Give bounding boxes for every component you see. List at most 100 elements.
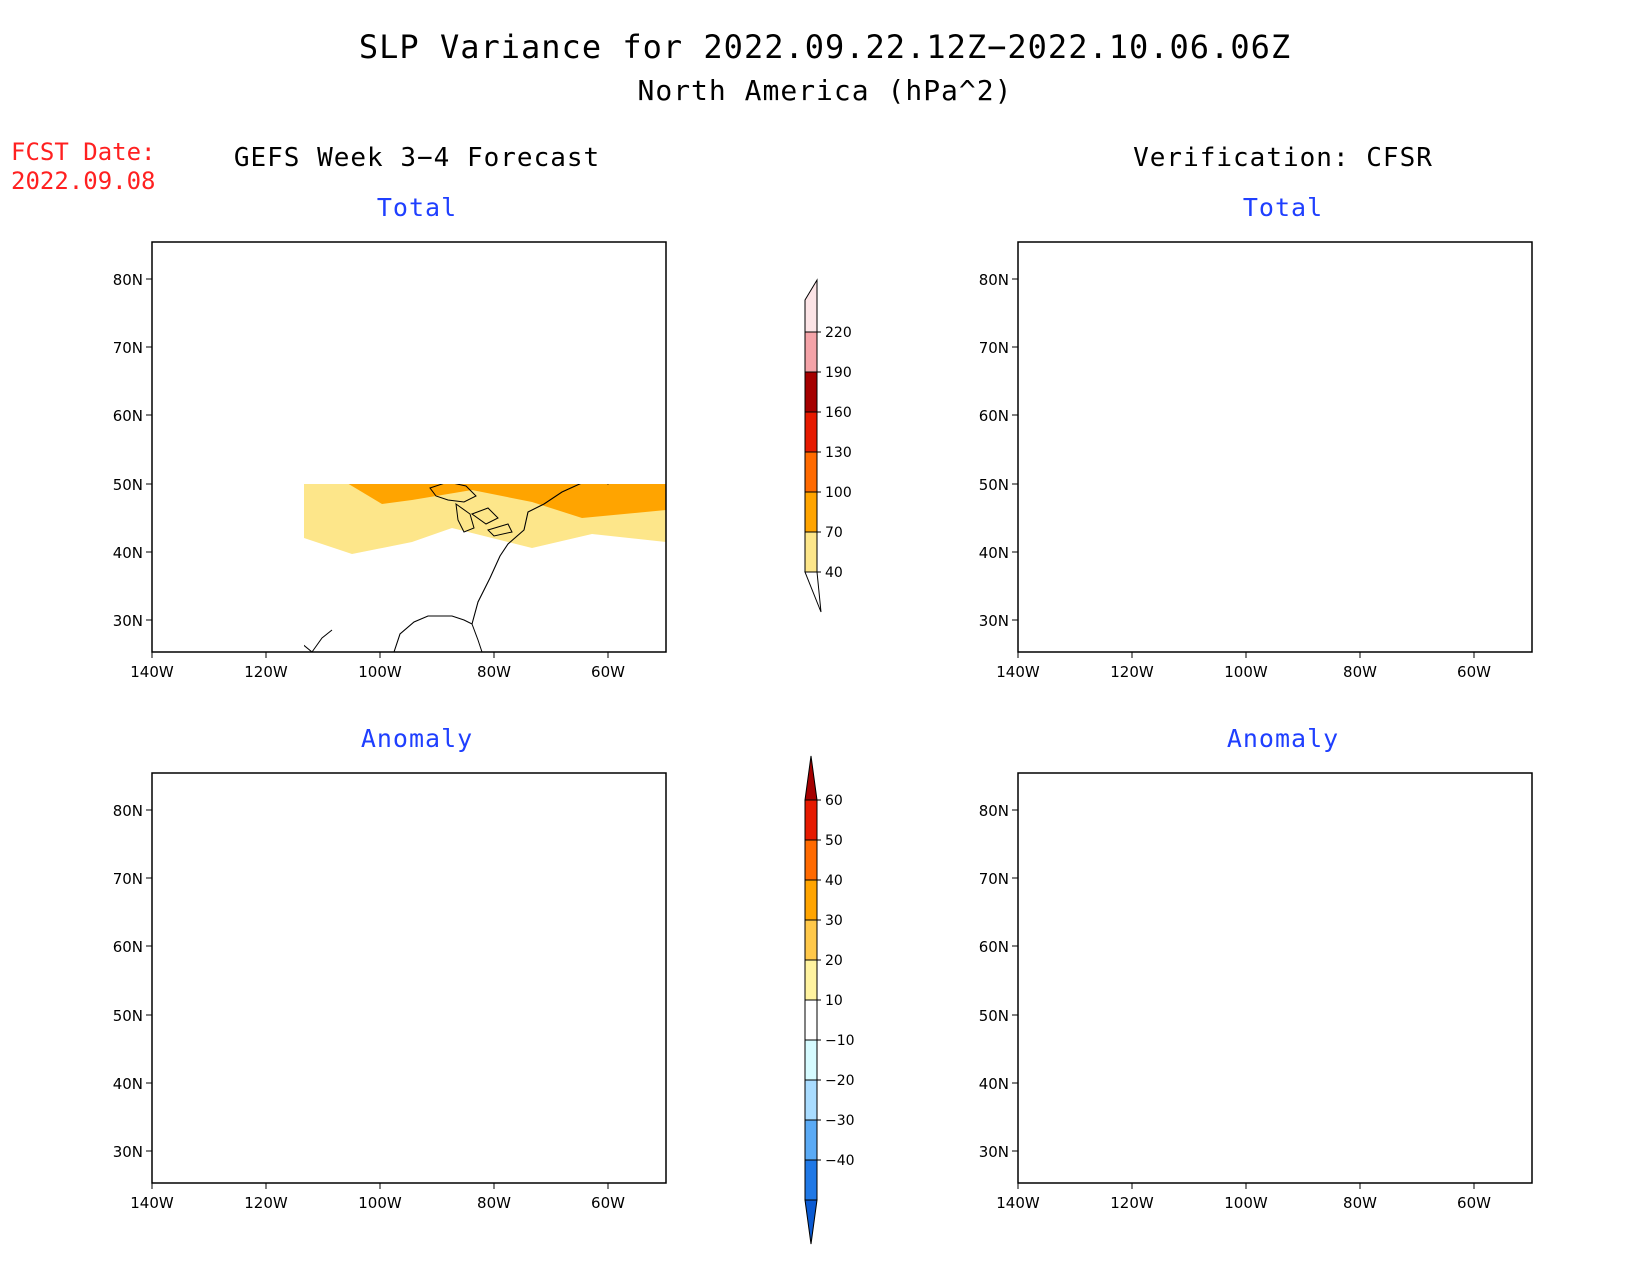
colorbar-total-band (804, 371, 818, 413)
colorbar-total-label: 220 (825, 325, 852, 341)
lon-label: 140W (996, 1194, 1040, 1212)
right-column-title: Verification: CFSR (1133, 143, 1433, 173)
lat-label: 40N (979, 1075, 1009, 1093)
lon-label: 100W (1224, 663, 1268, 681)
panel-title-bottom-right: Anomaly (1226, 724, 1340, 753)
lat-label: 30N (113, 1143, 143, 1161)
colorbar-anomaly-label: −40 (825, 1153, 855, 1169)
main-subtitle: North America (hPa^2) (637, 74, 1013, 107)
colorbar-total-lower-end (804, 571, 822, 613)
colorbar-total-label: 130 (825, 445, 852, 461)
colorbar-total-label: 100 (825, 485, 852, 501)
colorbar-total-band (804, 331, 818, 373)
lon-label: 140W (130, 1194, 174, 1212)
colorbar-anomaly-label: 20 (825, 953, 843, 969)
colorbar-total-band (804, 278, 818, 333)
colorbar-total: 40 70 100 130 160 190 220 (804, 278, 852, 613)
colorbar-total-band (804, 451, 818, 493)
lat-label: 80N (113, 802, 143, 820)
lon-label: 60W (591, 1194, 625, 1212)
panel-title-top-left: Total (376, 193, 458, 222)
lon-label: 80W (477, 663, 511, 681)
axes-bottom-left: 80N 70N 60N 50N 40N 30N 140W 120W 100W 8… (113, 802, 625, 1212)
lon-label: 140W (996, 663, 1040, 681)
lon-label: 80W (477, 1194, 511, 1212)
colorbar-anomaly-band (804, 1039, 818, 1081)
lon-label: 100W (358, 663, 402, 681)
lon-label: 120W (1110, 1194, 1154, 1212)
colorbar-total-label: 40 (825, 565, 843, 581)
lon-label: 120W (244, 663, 288, 681)
lat-label: 80N (979, 802, 1009, 820)
lat-label: 50N (113, 476, 143, 494)
lon-label: 80W (1343, 663, 1377, 681)
colorbar-anomaly-label: 10 (825, 993, 843, 1009)
colorbar-anomaly-label: 30 (825, 913, 843, 929)
lon-label: 100W (1224, 1194, 1268, 1212)
colorbar-anomaly-band (804, 1159, 818, 1201)
colorbar-anomaly-label: 50 (825, 833, 843, 849)
lon-label: 120W (244, 1194, 288, 1212)
colorbar-anomaly-label: −20 (825, 1073, 855, 1089)
colorbar-anomaly-label: 60 (825, 793, 843, 809)
colorbar-anomaly-lower-end (804, 1199, 818, 1245)
colorbar-anomaly-upper-end (804, 755, 818, 801)
lat-label: 30N (979, 612, 1009, 630)
forecast-date-block: FCST Date: 2022.09.08 (11, 138, 156, 196)
lat-label: 30N (979, 1143, 1009, 1161)
lon-label: 120W (1110, 663, 1154, 681)
axes-top-right: 80N 70N 60N 50N 40N 30N 140W 120W 100W 8… (979, 271, 1491, 681)
lat-label: 60N (113, 407, 143, 425)
lon-label: 100W (358, 1194, 402, 1212)
lat-label: 70N (979, 339, 1009, 357)
axes-bottom-right: 80N 70N 60N 50N 40N 30N 140W 120W 100W 8… (979, 802, 1491, 1212)
colorbar-anomaly-band (804, 839, 818, 881)
colorbar-anomaly-label: −10 (825, 1033, 855, 1049)
lon-label: 80W (1343, 1194, 1377, 1212)
map-cfsr-anomaly (1017, 772, 1533, 1184)
colorbar-total-label: 160 (825, 405, 852, 421)
colorbar-anomaly-band (804, 959, 818, 1001)
lat-label: 40N (979, 544, 1009, 562)
lon-label: 60W (1457, 1194, 1491, 1212)
panel-title-bottom-left: Anomaly (360, 724, 474, 753)
lat-label: 70N (979, 870, 1009, 888)
map-cfsr-total (1017, 241, 1533, 653)
map-gefs-total (151, 241, 667, 653)
lat-label: 60N (979, 938, 1009, 956)
colorbar-anomaly-band (804, 799, 818, 841)
lat-label: 40N (113, 544, 143, 562)
lon-label: 140W (130, 663, 174, 681)
colorbar-anomaly-band (804, 999, 818, 1041)
colorbar-anomaly-label: 40 (825, 873, 843, 889)
colorbar-anomaly-band (804, 879, 818, 921)
forecast-date-value: 2022.09.08 (11, 167, 156, 195)
lat-label: 60N (979, 407, 1009, 425)
colorbar-anomaly-band (804, 1119, 818, 1161)
colorbar-anomaly-band (804, 919, 818, 961)
lat-label: 80N (113, 271, 143, 289)
left-column-title: GEFS Week 3−4 Forecast (233, 143, 601, 173)
colorbar-total-band (804, 411, 818, 453)
map-gefs-anomaly (151, 772, 667, 1184)
colorbar-total-label: 190 (825, 365, 852, 381)
colorbar-total-band (804, 491, 818, 533)
lat-label: 80N (979, 271, 1009, 289)
lat-label: 50N (979, 476, 1009, 494)
lat-label: 40N (113, 1075, 143, 1093)
lat-label: 70N (113, 870, 143, 888)
lat-label: 70N (113, 339, 143, 357)
lon-label: 60W (1457, 663, 1491, 681)
lat-label: 60N (113, 938, 143, 956)
lat-label: 50N (979, 1007, 1009, 1025)
forecast-date-label: FCST Date: (11, 138, 156, 166)
lon-label: 60W (591, 663, 625, 681)
colorbar-total-label: 70 (825, 525, 843, 541)
colorbar-anomaly: 60 50 40 30 20 10 −10 −20 −30 −40 (804, 755, 855, 1245)
colorbar-anomaly-band (804, 1079, 818, 1121)
panel-title-top-right: Total (1242, 193, 1324, 222)
colorbar-anomaly-label: −30 (825, 1113, 855, 1129)
colorbar-total-band (804, 531, 818, 573)
lat-label: 30N (113, 612, 143, 630)
